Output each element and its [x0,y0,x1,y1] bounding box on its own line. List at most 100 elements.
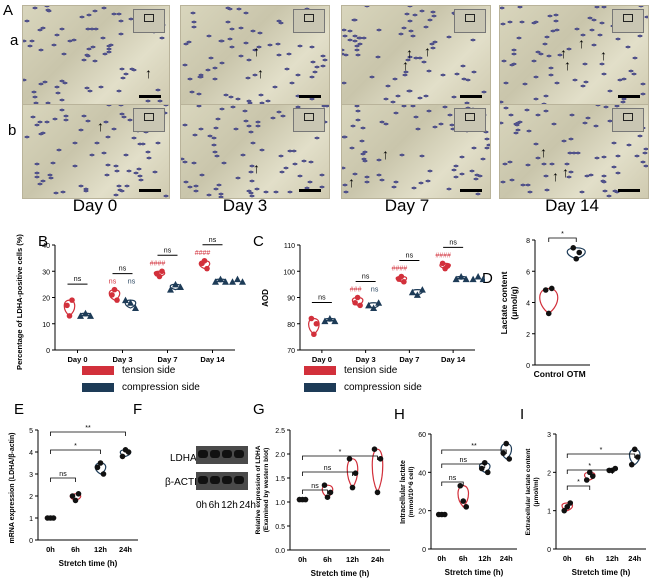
x-tick-label-C-0: Day 0 [312,355,332,364]
x-tick-label-H-1: 6h [459,554,468,563]
legend-swatch-compression [82,383,114,392]
y-tick-label-H-1: 20 [418,509,426,516]
point-tension-B-3-1 [201,257,208,264]
violin-G-2 [346,458,359,489]
inset-box [465,14,475,22]
point-compression-C-1-2 [375,299,383,306]
y-tick-label-B-1: 10 [42,322,50,329]
arrow-up-icon: ↑ [562,164,569,180]
violin-D-0 [539,287,559,315]
point-G-2-2 [352,470,359,476]
y-axis-label-C: AOD [261,289,270,307]
legend-swatch-compression [304,383,336,392]
x-axis-label-H: Stretch time (h) [445,568,504,577]
x-tick-label-H-3: 24h [500,554,513,563]
sig-bracket-I-0 [566,485,591,490]
y-tick-label-D-1: 2 [526,332,530,339]
x-tick-label-E-3: 24h [119,545,132,554]
point-G-1-1 [324,494,331,500]
arrow-up-icon: ↑ [257,65,264,81]
x-axis-label-I: Stretch time (h) [572,568,631,577]
point-tension-C-3-2 [444,263,451,269]
panel-label-H: H [394,406,405,423]
point-G-2-1 [349,484,356,491]
x-tick-label-G-0: 0h [298,555,307,564]
point-tension-C-0-0 [308,315,315,322]
sig-bracket-H-0 [441,481,464,486]
y-axis-label-D-1: Lactate content [499,271,509,334]
sig-bracket-G-1 [302,471,353,476]
point-tension-C-2-1 [398,273,405,280]
point-compression-C-1-0 [365,301,373,309]
legend-B: tension side compression side [82,365,200,393]
chart-G: 0.0 0.5 1.0 1.5 2.0 2.5 0h 6h 12h 24h ns ns * Stretch… [255,428,390,578]
point-E-2-1 [97,460,104,466]
inset-box [304,14,314,22]
sig-label-H-2: ** [471,443,477,450]
point-I-1-1 [586,469,593,476]
sig-label-B-1: ns [119,266,127,273]
panel-label-F: F [133,401,143,418]
legend-label-compression: compression side [344,382,422,393]
point-D-1-0 [570,245,577,251]
point-compression-B-1-2 [132,304,139,311]
y-axis-label-E: mRNA expression (LDHA/β-actin) [9,433,16,544]
micrograph-a-0: ↑ [22,5,170,105]
blot-lane-0h: 0h [196,500,208,511]
y-tick-label-E-0: 0 [29,538,33,545]
point-tension-C-1-1 [354,294,361,301]
micrograph-a-3: ↑ ↑ ↑ ↑ [499,5,649,105]
point-tension-B-2-1 [156,273,163,280]
blot-band-actin-1 [210,476,220,484]
inset-box [623,113,633,121]
sig-bracket-I-2 [566,453,636,458]
point-tension-B-1-2 [114,297,120,303]
point-compression-B-1-1 [127,299,134,306]
x-axis-label-G: Stretch time (h) [311,569,370,578]
x-tick-label-G-3: 24h [371,555,384,564]
point-H-0-2 [441,511,448,518]
sig-label-G-1: ns [324,465,332,472]
x-tick-label-G-2: 12h [346,555,359,564]
inset-thumbnail [293,108,325,132]
point-E-1-2 [75,491,82,497]
blot-label-actin: β-ACTIN [165,477,205,488]
blot-band-actin-3 [234,476,244,484]
row-label-a: a [10,32,19,49]
point-I-3-2 [634,454,641,460]
panel-label-G: G [253,401,265,418]
y-tick-label-D-0: 0 [526,363,530,370]
sig-label-G-2: * [339,449,342,456]
row-label-b: b [8,122,17,139]
micrograph-b-3: ↑ ↑ ↑ [499,104,649,199]
point-compression-B-0-2 [87,312,94,319]
blot-lane-24h: 24h [239,500,256,511]
legend-swatch-tension [304,366,336,375]
y-tick-label-I-2: 2 [547,470,551,477]
point-I-0-1 [564,504,571,510]
sig-label-C-6: ns [449,239,457,246]
point-H-1-0 [457,482,464,489]
y-tick-label-G-0: 0.0 [275,548,285,555]
sig-label-I-2: * [600,447,603,454]
point-E-3-0 [119,453,126,460]
point-H-2-0 [478,465,485,472]
micrograph-b-2: ↑ ↑ [341,104,491,199]
legend-item-compression: compression side [82,382,200,393]
arrow-up-icon: ↑ [540,144,547,160]
y-tick-label-I-3: 3 [547,432,551,439]
y-tick-label-B-0: 0 [46,348,50,355]
x-tick-label-D-1: OTM [567,369,586,379]
blot-band-actin-0 [198,476,208,484]
point-compression-C-2-2 [418,286,426,293]
inset-box [304,113,314,121]
blot-band-ldha-3 [234,450,244,458]
arrow-up-icon: ↑ [424,43,431,59]
arrow-up-icon: ↑ [560,45,567,61]
x-tick-label-E-0: 0h [46,545,55,554]
legend-item-tension: tension side [304,365,422,376]
point-compression-B-2-0 [167,286,174,293]
y-tick-label-E-3: 3 [29,472,33,479]
